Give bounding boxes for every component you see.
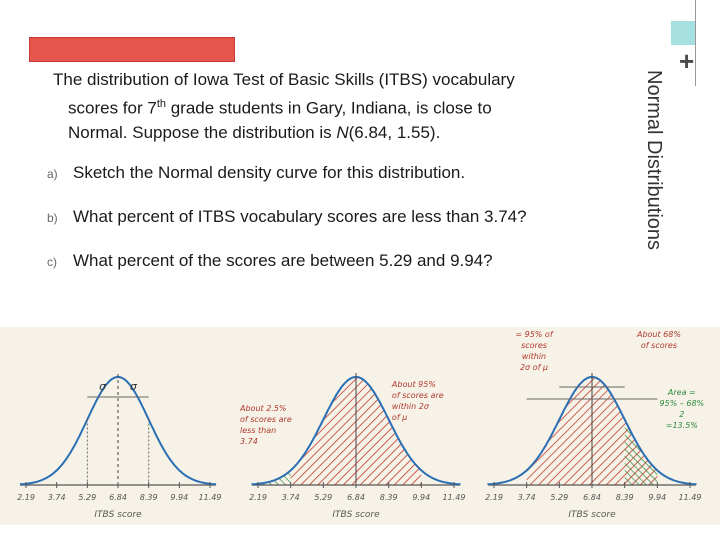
annotation-68-percent: About 68%	[636, 330, 681, 339]
sigma-label: σ	[130, 380, 138, 393]
tick-label: 2.19	[485, 493, 503, 502]
annotation-95-percent: within	[522, 352, 546, 361]
annotation-95-percent: 2σ of μ	[520, 363, 548, 372]
tick-label: 5.29	[314, 493, 332, 502]
plus-icon: +	[679, 46, 695, 76]
annotation-lower-tail: 3.74	[240, 437, 258, 446]
tick-label: 8.39	[616, 493, 634, 502]
tick-label: 11.49	[443, 493, 466, 502]
tick-label: 9.94	[412, 493, 430, 502]
x-axis-label: ITBS score	[332, 510, 380, 520]
annotation-area: 2	[679, 410, 684, 419]
intro-line-2: scores for 7th grade students in Gary, I…	[68, 98, 492, 118]
tick-label: 2.19	[249, 493, 267, 502]
tick-label: 9.94	[648, 493, 666, 502]
x-axis-label: ITBS score	[568, 510, 616, 520]
shaded-area-lower-tail	[251, 470, 291, 485]
question-c: c) What percent of the scores are between…	[47, 251, 493, 270]
intro-text: The distribution of Iowa Test of Basic S…	[53, 68, 608, 145]
tick-label: 2.19	[17, 493, 35, 502]
sigma-label: σ	[99, 380, 107, 393]
annotation-lower-tail: About 2.5%	[239, 404, 287, 413]
tick-label: 11.49	[199, 493, 222, 502]
tick-label: 9.94	[170, 493, 188, 502]
title-bar	[29, 37, 235, 62]
figure-svg: 2.19 3.74 5.29 6.84 8.39 9.94 11.49 ITBS score σ…	[17, 330, 705, 520]
annotation-lower-tail: of scores are	[240, 415, 292, 424]
tick-label: 6.84	[347, 493, 365, 502]
annotation-area: Area =	[667, 388, 696, 397]
tick-label: 5.29	[78, 493, 96, 502]
annotation-within-2sd: of scores are	[392, 391, 444, 400]
question-a: a) Sketch the Normal density curve for th…	[47, 163, 466, 182]
x-axis-label: ITBS score	[94, 510, 142, 520]
intro-line-1: The distribution of Iowa Test of Basic S…	[53, 70, 515, 89]
tick-label: 6.84	[109, 493, 127, 502]
annotation-area: 95% – 68%	[660, 399, 705, 408]
annotation-within-2sd: within 2σ	[392, 402, 430, 411]
tick-label: 6.84	[583, 493, 601, 502]
question-b: b) What percent of ITBS vocabulary scores…	[47, 207, 527, 226]
tick-label: 8.39	[380, 493, 398, 502]
annotation-within-2sd: of μ	[392, 413, 407, 422]
tick-label: 3.74	[518, 493, 536, 502]
annotation-68-percent: of scores	[641, 341, 677, 350]
tick-label: 11.49	[679, 493, 702, 502]
annotation-95-percent: = 95% of	[515, 330, 553, 339]
annotation-area: =13.5%	[666, 421, 698, 430]
tick-label: 5.29	[550, 493, 568, 502]
intro-line-3: Normal. Suppose the distribution is N(6.…	[68, 122, 441, 142]
tick-label: 3.74	[282, 493, 300, 502]
side-title: Normal Distributions	[643, 70, 665, 251]
divider-line	[695, 0, 696, 86]
tick-label: 3.74	[48, 493, 66, 502]
annotation-95-percent: scores	[521, 341, 547, 350]
accent-square	[671, 21, 695, 45]
annotation-lower-tail: less than	[240, 426, 276, 435]
annotation-within-2sd: About 95%	[391, 380, 436, 389]
normal-curves-figure: 2.19 3.74 5.29 6.84 8.39 9.94 11.49 ITBS score σ…	[0, 327, 720, 525]
tick-label: 8.39	[140, 493, 158, 502]
